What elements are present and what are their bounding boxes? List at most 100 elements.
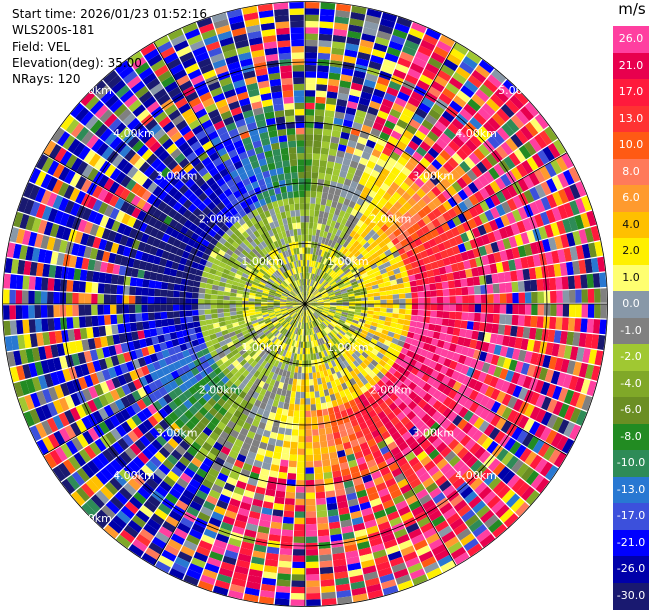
velocity-gate [418, 265, 427, 273]
velocity-gate [227, 406, 237, 415]
velocity-gate [146, 363, 156, 374]
velocity-gate [284, 377, 290, 384]
velocity-gate [370, 321, 378, 327]
velocity-gate [286, 307, 293, 310]
velocity-gate [534, 184, 546, 199]
velocity-gate [238, 320, 246, 326]
velocity-gate [343, 178, 352, 187]
velocity-gate [129, 286, 136, 296]
velocity-gate [446, 219, 456, 230]
velocity-gate [188, 223, 198, 232]
velocity-gate [575, 410, 587, 426]
velocity-gate [207, 345, 216, 353]
velocity-gate [213, 367, 222, 376]
velocity-gate [410, 182, 421, 193]
velocity-gate [295, 295, 301, 300]
velocity-gate [330, 305, 337, 308]
velocity-gate [264, 369, 271, 377]
velocity-gate [442, 385, 453, 396]
velocity-gate [314, 339, 319, 347]
velocity-gate [572, 230, 582, 246]
velocity-gate [306, 272, 309, 279]
velocity-gate [110, 314, 118, 325]
velocity-gate [115, 171, 127, 185]
velocity-gate [367, 175, 377, 184]
velocity-gate [520, 362, 530, 375]
velocity-gate [311, 165, 319, 173]
velocity-gate [246, 253, 254, 261]
velocity-gate [137, 387, 147, 399]
velocity-gate [47, 278, 55, 291]
velocity-gate [496, 239, 506, 252]
velocity-gate [230, 315, 238, 320]
velocity-gate [327, 333, 333, 340]
velocity-gate [245, 266, 253, 273]
velocity-gate [491, 69, 507, 84]
velocity-gate [226, 476, 238, 487]
velocity-gate [336, 333, 343, 340]
velocity-gate [242, 301, 249, 304]
velocity-gate [92, 514, 108, 529]
velocity-gate [155, 248, 164, 258]
velocity-gate [368, 259, 376, 266]
velocity-gate [310, 321, 314, 328]
velocity-gate [340, 315, 347, 320]
velocity-gate [273, 297, 281, 301]
velocity-gate [199, 282, 207, 289]
velocity-gate [316, 307, 323, 311]
velocity-gate [470, 459, 483, 473]
velocity-gate [312, 159, 320, 167]
velocity-gate [418, 124, 430, 136]
velocity-gate [305, 461, 314, 468]
velocity-gate [375, 236, 383, 245]
velocity-gate [336, 398, 344, 406]
velocity-gate [321, 376, 327, 384]
velocity-gate [389, 384, 399, 393]
velocity-gate [316, 504, 327, 512]
velocity-gate [371, 470, 382, 480]
velocity-gate [312, 222, 318, 230]
velocity-gate [183, 467, 196, 479]
velocity-gate [366, 160, 376, 170]
velocity-gate [157, 265, 166, 274]
velocity-gate [43, 140, 57, 157]
velocity-gate [416, 79, 430, 91]
velocity-gate [122, 225, 133, 237]
velocity-gate [316, 318, 321, 325]
velocity-gate [168, 390, 178, 401]
velocity-gate [393, 528, 408, 539]
velocity-gate [345, 43, 359, 52]
velocity-gate [185, 310, 193, 317]
velocity-gate [362, 565, 377, 575]
velocity-gate [361, 259, 369, 267]
velocity-gate [404, 287, 412, 294]
velocity-gate [328, 515, 340, 523]
velocity-gate [390, 446, 401, 457]
velocity-gate [235, 297, 243, 301]
velocity-gate [340, 274, 348, 280]
velocity-gate [424, 263, 433, 271]
velocity-gate [342, 306, 349, 309]
velocity-gate [408, 425, 419, 436]
velocity-gate [322, 217, 328, 225]
velocity-gate [376, 211, 385, 220]
velocity-gate [360, 230, 368, 239]
velocity-gate [425, 351, 435, 360]
velocity-gate [308, 322, 311, 329]
velocity-gate [338, 319, 346, 324]
velocity-gate [545, 465, 559, 481]
velocity-gate [437, 304, 444, 311]
velocity-gate [216, 573, 232, 584]
velocity-gate [40, 305, 48, 318]
velocity-gate [374, 420, 384, 429]
velocity-gate [468, 413, 480, 426]
velocity-gate [211, 318, 219, 324]
velocity-gate [339, 513, 351, 522]
velocity-gate [305, 171, 312, 179]
velocity-gate [247, 516, 260, 526]
velocity-gate [581, 243, 591, 259]
velocity-gate [231, 284, 239, 290]
velocity-gate [422, 499, 436, 511]
velocity-gate [460, 364, 470, 375]
velocity-gate [375, 482, 387, 492]
